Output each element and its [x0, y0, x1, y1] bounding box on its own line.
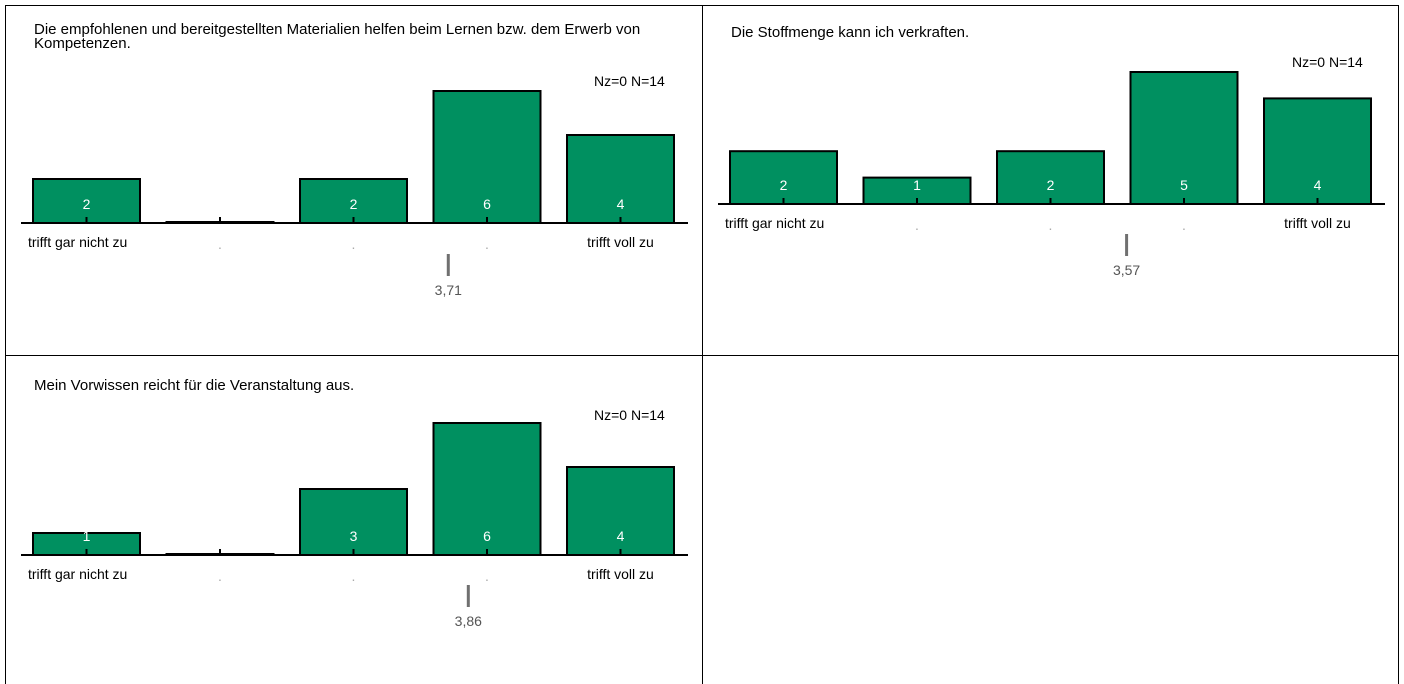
- bar-chart: 1 3 6 4 trifft gar nicht zu trifft voll zu...…: [21, 422, 688, 629]
- mean-value-label: 3,71: [435, 282, 462, 298]
- bar-chart: 2 2 6 4 trifft gar nicht zu trifft voll zu...…: [21, 90, 688, 298]
- scale-left-label: trifft gar nicht zu: [28, 566, 127, 582]
- question-title: Die Stoffmenge kann ich verkraften.: [731, 24, 970, 41]
- chart-panel-1: Die empfohlenen und bereitgestellten Mat…: [6, 6, 702, 355]
- grid-divider-top: [5, 5, 1399, 6]
- bar-value-label: 2: [350, 196, 358, 212]
- bar-5: [566, 134, 675, 224]
- scale-left-label: trifft gar nicht zu: [725, 215, 824, 231]
- bar-value-label: 6: [483, 528, 491, 544]
- scale-mid-marker: .: [218, 568, 222, 584]
- scale-mid-marker: .: [915, 217, 919, 233]
- bar-4: [432, 90, 542, 224]
- chart-panel-3: Mein Vorwissen reicht für die Veranstalt…: [6, 356, 702, 684]
- bar-value-label: 1: [83, 528, 91, 544]
- bar-value-label: 3: [350, 528, 358, 544]
- bar-4: [432, 422, 542, 556]
- scale-mid-marker: .: [352, 568, 356, 584]
- response-count: Nz=0 N=14: [594, 73, 665, 89]
- bar-value-label: 1: [913, 177, 921, 193]
- bar-5: [566, 466, 675, 556]
- bar-value-label: 2: [780, 177, 788, 193]
- mean-value-label: 3,57: [1113, 262, 1140, 278]
- grid-divider-right: [1398, 5, 1399, 684]
- response-count: Nz=0 N=14: [1292, 54, 1363, 70]
- scale-mid-marker: .: [1049, 217, 1053, 233]
- scale-mid-marker: .: [352, 236, 356, 252]
- bar-1: [32, 178, 141, 224]
- bar-value-label: 2: [1047, 177, 1055, 193]
- question-title: Die empfohlenen und bereitgestellten Mat…: [34, 21, 641, 52]
- chart-panel-2: Die Stoffmenge kann ich verkraften. Nz=0…: [703, 6, 1398, 355]
- bar-3: [299, 488, 408, 556]
- bar-1: [729, 150, 838, 205]
- bar-3: [299, 178, 408, 224]
- scale-mid-marker: .: [218, 236, 222, 252]
- response-count: Nz=0 N=14: [594, 407, 665, 423]
- question-title: Mein Vorwissen reicht für die Veranstalt…: [34, 377, 355, 394]
- scale-right-label: trifft voll zu: [1284, 215, 1351, 231]
- bar-value-label: 2: [83, 196, 91, 212]
- scale-right-label: trifft voll zu: [587, 234, 654, 250]
- bar-value-label: 4: [1314, 177, 1322, 193]
- mean-value-label: 3,86: [455, 613, 482, 629]
- scale-right-label: trifft voll zu: [587, 566, 654, 582]
- bar-3: [996, 150, 1105, 205]
- grid-divider-middle: [702, 5, 703, 684]
- grid-divider-row: [5, 355, 1399, 356]
- scale-mid-marker: .: [485, 236, 489, 252]
- bar-value-label: 6: [483, 196, 491, 212]
- bar-value-label: 4: [617, 528, 625, 544]
- grid-divider-left: [5, 5, 6, 684]
- bar-value-label: 5: [1180, 177, 1188, 193]
- bar-5: [1263, 97, 1372, 205]
- scale-left-label: trifft gar nicht zu: [28, 234, 127, 250]
- scale-mid-marker: .: [485, 568, 489, 584]
- bar-value-label: 4: [617, 196, 625, 212]
- bar-chart: 2 1 2 5 4 trifft gar nicht zu trifft voll zu..…: [718, 71, 1385, 278]
- scale-mid-marker: .: [1182, 217, 1186, 233]
